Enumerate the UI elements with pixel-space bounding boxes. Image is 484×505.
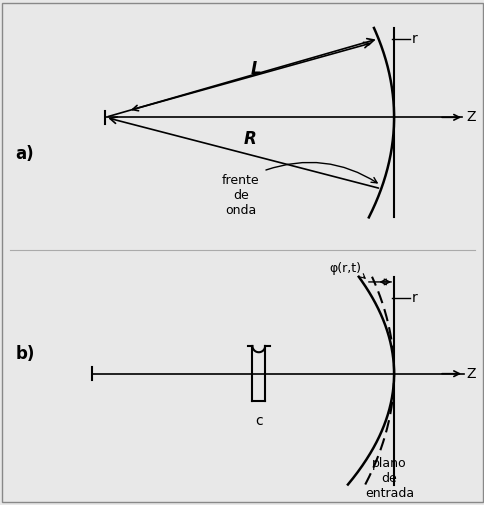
Text: L: L xyxy=(250,60,260,78)
Text: a): a) xyxy=(15,145,34,163)
Text: Z: Z xyxy=(465,110,475,124)
Text: φ(r,t): φ(r,t) xyxy=(329,262,361,275)
Text: frente
de
onda: frente de onda xyxy=(222,175,259,218)
Text: plano
de
entrada: plano de entrada xyxy=(364,457,413,500)
Text: c: c xyxy=(255,414,262,428)
Text: Z: Z xyxy=(465,367,475,381)
Text: R: R xyxy=(243,130,256,148)
Text: r: r xyxy=(411,290,417,305)
Text: b): b) xyxy=(15,345,34,363)
Text: r: r xyxy=(411,32,417,45)
